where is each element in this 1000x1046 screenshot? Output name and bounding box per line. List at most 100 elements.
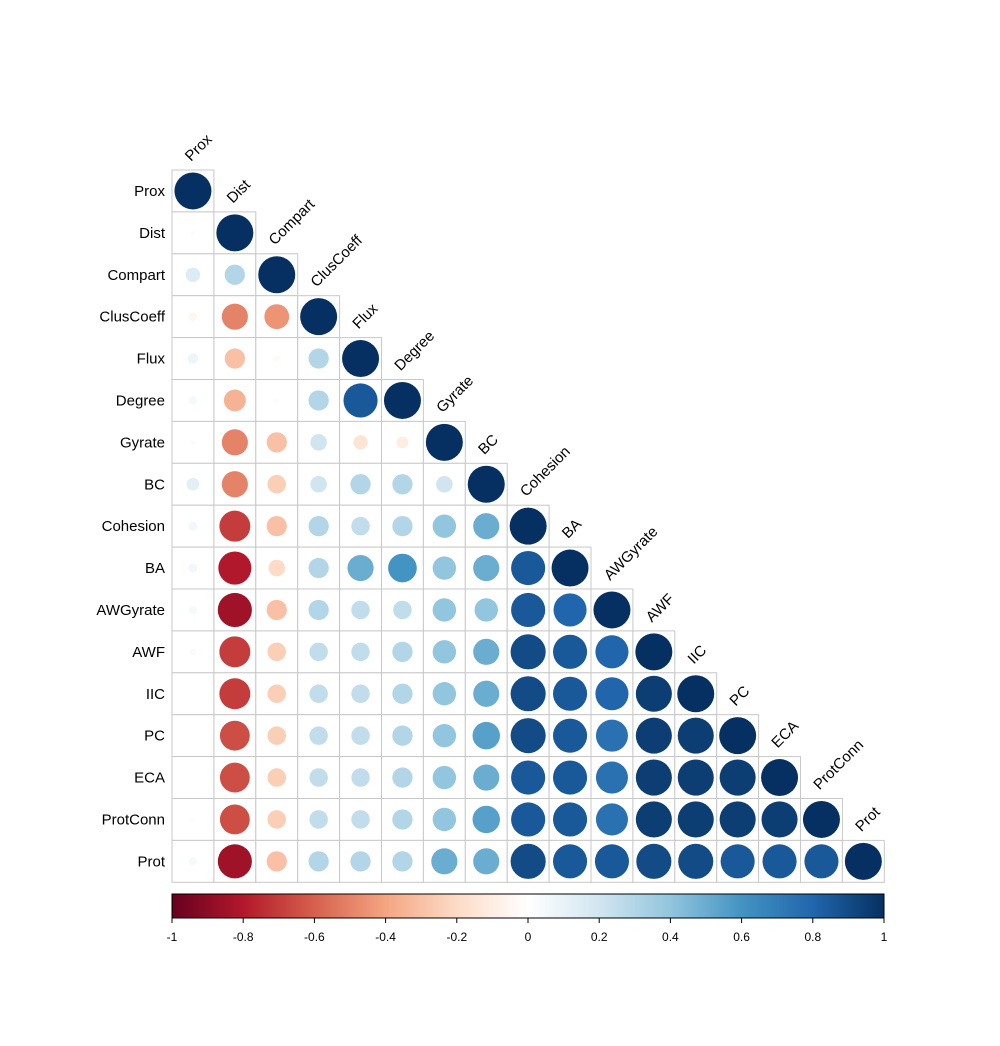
corr-circle-Prot-Gyrate <box>431 848 458 875</box>
column-label: AWGyrate <box>601 523 662 584</box>
row-label: BA <box>145 560 165 577</box>
corr-circle-AWF-Prox <box>189 648 197 656</box>
corr-circle-BA-Prox <box>188 563 198 573</box>
row-label: Prox <box>134 183 165 200</box>
corr-circle-ECA-BC <box>473 764 500 791</box>
corr-circle-IIC-AWGyrate <box>595 677 629 711</box>
corr-circle-Prox-Prox <box>174 172 212 210</box>
corr-circle-ClusCoeff-Prox <box>188 312 198 321</box>
corr-circle-Prot-AWGyrate <box>594 844 630 879</box>
corr-circle-ProtConn-IIC <box>677 801 714 838</box>
corr-circle-ECA-Degree <box>392 767 413 788</box>
corr-circle-ProtConn-ClusCoeff <box>309 810 328 829</box>
corr-circle-Prot-AWF <box>636 843 672 879</box>
column-label: Gyrate <box>433 372 477 416</box>
corr-circle-PC-PC <box>719 717 757 755</box>
corr-circle-ProtConn-Dist <box>219 804 250 835</box>
colorbar-tick-label: 0 <box>525 930 532 944</box>
corr-circle-ProtConn-ECA <box>761 801 798 838</box>
corr-circle-Flux-Prox <box>187 353 199 364</box>
corr-circle-Cohesion-Dist <box>219 510 251 542</box>
colorbar-tick-label: -0.8 <box>233 930 254 944</box>
row-label: BC <box>144 476 165 493</box>
corr-circle-ProtConn-Gyrate <box>432 807 457 832</box>
corr-circle-Gyrate-Compart <box>266 432 287 453</box>
corr-circle-AWGyrate-Dist <box>217 592 252 628</box>
corr-circle-ProtConn-BC <box>472 805 500 834</box>
colorbar-tick-label: -1 <box>167 930 178 944</box>
corr-circle-AWGyrate-Flux <box>351 600 370 620</box>
row-label: Cohesion <box>102 518 165 535</box>
corr-circle-Prot-BA <box>552 844 588 879</box>
corr-circle-Cohesion-Gyrate <box>432 514 457 538</box>
corr-circle-AWF-Gyrate <box>432 640 457 664</box>
grid-cell <box>171 756 215 799</box>
corr-circle-ECA-Gyrate <box>432 765 457 790</box>
corr-circle-ProtConn-PC <box>719 801 756 838</box>
colorbar-tick-label: 0.8 <box>804 930 821 944</box>
column-label: Degree <box>391 328 438 375</box>
row-label: IIC <box>146 686 165 703</box>
corr-circle-AWGyrate-Gyrate <box>432 598 457 622</box>
corr-circle-BC-Dist <box>221 471 248 498</box>
row-label: Degree <box>116 392 165 409</box>
column-label: Compart <box>266 195 319 248</box>
corr-circle-BC-BC <box>467 465 505 503</box>
row-label: Compart <box>107 267 165 284</box>
corr-circle-Flux-Compart <box>273 355 280 362</box>
corr-circle-BC-Compart <box>267 475 286 494</box>
circle-layer <box>174 172 882 880</box>
corr-circle-Cohesion-ClusCoeff <box>308 516 329 537</box>
colorbar-tick-label: 0.2 <box>591 930 608 944</box>
corr-circle-PC-BC <box>472 721 500 750</box>
corr-circle-AWGyrate-Prox <box>188 605 198 615</box>
column-label: ECA <box>768 718 802 752</box>
corr-circle-PC-Flux <box>351 726 370 745</box>
corr-circle-AWGyrate-AWGyrate <box>593 591 631 629</box>
corr-circle-ECA-AWGyrate <box>595 761 628 794</box>
column-label: BC <box>475 431 502 458</box>
corr-circle-BA-Cohesion <box>511 550 546 586</box>
corr-circle-Cohesion-Flux <box>351 516 370 536</box>
corr-circle-ProtConn-AWF <box>635 801 672 838</box>
corr-circle-PC-AWGyrate <box>595 719 628 752</box>
corr-circle-ECA-PC <box>719 759 756 796</box>
corr-circle-Degree-Flux <box>343 383 378 418</box>
column-label: ProtConn <box>810 736 867 793</box>
corr-circle-BC-Flux <box>350 474 371 495</box>
corr-circle-ClusCoeff-ClusCoeff <box>300 298 338 336</box>
corr-circle-Dist-Prox <box>190 230 196 236</box>
grid-cell <box>171 672 215 716</box>
grid-cell <box>171 420 215 464</box>
colorbar-tick-label: 0.6 <box>733 930 750 944</box>
corr-circle-Gyrate-Prox <box>190 439 196 445</box>
corr-circle-PC-AWF <box>635 717 672 754</box>
corr-circle-Cohesion-Prox <box>188 521 198 531</box>
corr-circle-AWGyrate-BC <box>474 598 498 622</box>
column-label: Flux <box>349 300 381 332</box>
corr-circle-AWF-Compart <box>267 642 286 662</box>
corr-circle-ECA-Compart <box>267 768 286 787</box>
corr-circle-PC-Cohesion <box>510 718 546 754</box>
row-label: AWF <box>132 644 165 661</box>
corr-circle-AWF-ClusCoeff <box>309 642 328 662</box>
column-label: Prox <box>182 131 216 165</box>
corr-circle-IIC-IIC <box>677 675 715 713</box>
corr-circle-Prot-Prot <box>844 842 882 880</box>
column-label: Prot <box>852 803 884 835</box>
corr-circle-IIC-Compart <box>267 684 286 703</box>
corr-circle-BC-Prox <box>186 477 200 491</box>
corr-circle-Prot-Flux <box>350 851 371 872</box>
corr-circle-IIC-Flux <box>351 684 370 703</box>
corr-circle-Cohesion-Compart <box>266 516 287 537</box>
corr-circle-ProtConn-AWGyrate <box>595 803 628 836</box>
corr-circle-AWGyrate-Compart <box>266 599 287 621</box>
column-label: AWF <box>643 591 678 626</box>
corr-circle-PC-Gyrate <box>432 723 457 748</box>
row-label: Prot <box>137 853 165 870</box>
corr-circle-ECA-ClusCoeff <box>309 768 328 787</box>
corr-circle-AWF-Flux <box>351 642 370 662</box>
grid-cell <box>297 337 341 381</box>
corr-circle-BA-Gyrate <box>432 556 457 580</box>
